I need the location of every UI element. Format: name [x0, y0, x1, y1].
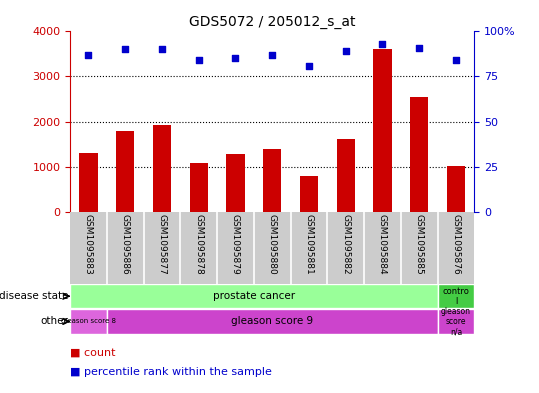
- Text: prostate cancer: prostate cancer: [213, 291, 295, 301]
- Text: GSM1095881: GSM1095881: [305, 214, 314, 274]
- Point: [157, 46, 166, 53]
- Bar: [79, 153, 98, 211]
- Text: contro
l: contro l: [443, 286, 469, 306]
- Bar: [190, 163, 208, 211]
- Text: ■ count: ■ count: [70, 348, 115, 358]
- Bar: [447, 166, 465, 211]
- Text: other: other: [40, 316, 68, 327]
- Point: [341, 48, 350, 54]
- Bar: [410, 97, 429, 211]
- Bar: [70, 309, 107, 334]
- Bar: [116, 130, 134, 211]
- Text: gleason
score
n/a: gleason score n/a: [441, 307, 471, 336]
- Text: ■ percentile rank within the sample: ■ percentile rank within the sample: [70, 367, 272, 377]
- Text: GSM1095885: GSM1095885: [414, 214, 424, 274]
- Text: GSM1095882: GSM1095882: [341, 214, 350, 274]
- Bar: [438, 309, 474, 334]
- Point: [231, 55, 240, 62]
- Bar: [263, 149, 281, 211]
- Bar: [373, 49, 392, 211]
- Text: gleason score 9: gleason score 9: [231, 316, 313, 327]
- Point: [195, 57, 203, 63]
- Bar: [226, 154, 245, 211]
- Point: [305, 62, 313, 69]
- Point: [121, 46, 129, 53]
- Bar: [300, 176, 318, 211]
- Point: [268, 52, 277, 58]
- Point: [378, 41, 387, 47]
- Point: [452, 57, 460, 63]
- Text: GSM1095884: GSM1095884: [378, 214, 387, 274]
- Text: gleason score 8: gleason score 8: [61, 318, 116, 325]
- Text: GSM1095876: GSM1095876: [452, 214, 460, 274]
- Text: GSM1095878: GSM1095878: [194, 214, 203, 274]
- Bar: [153, 125, 171, 211]
- Point: [415, 44, 424, 51]
- Bar: [336, 139, 355, 211]
- Bar: [107, 309, 438, 334]
- Text: GSM1095886: GSM1095886: [121, 214, 130, 274]
- Text: GSM1095880: GSM1095880: [268, 214, 277, 274]
- Title: GDS5072 / 205012_s_at: GDS5072 / 205012_s_at: [189, 15, 355, 29]
- Text: GSM1095879: GSM1095879: [231, 214, 240, 274]
- Text: disease state: disease state: [0, 291, 68, 301]
- Point: [84, 52, 93, 58]
- Text: GSM1095877: GSM1095877: [157, 214, 167, 274]
- Bar: [438, 284, 474, 309]
- Text: GSM1095883: GSM1095883: [84, 214, 93, 274]
